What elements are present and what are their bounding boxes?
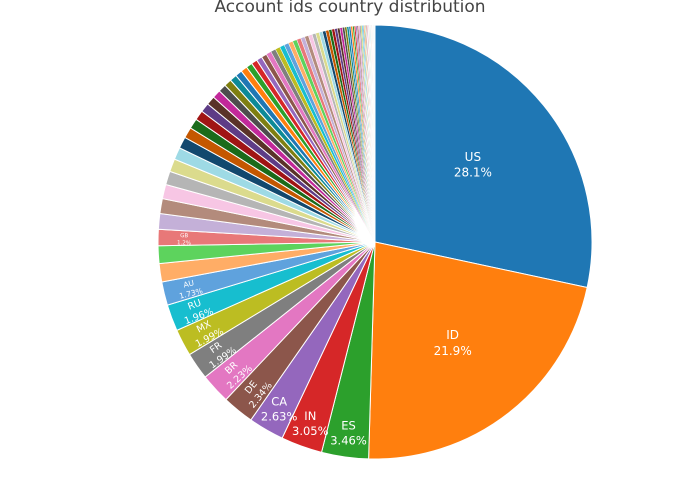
slice-label-name: ID <box>446 328 459 342</box>
slice-label-es: ES 3.46% <box>330 418 367 447</box>
pie-slices <box>157 24 593 460</box>
slice-label-name: CA <box>271 394 287 408</box>
slice-label-percent: 28.1% <box>454 166 492 180</box>
slice-label-in: IN 3.05% <box>292 409 329 438</box>
slice-label-id: ID 21.9% <box>434 328 472 358</box>
slice-label-percent: 3.46% <box>330 433 367 447</box>
slice-label-name: ES <box>341 418 356 432</box>
slice-label-name: US <box>465 150 481 164</box>
slice-label-name: GB <box>180 233 188 239</box>
slice-label-name: AU <box>182 278 194 289</box>
slice-label-name: IN <box>304 409 316 423</box>
slice-label-name: RU <box>186 298 203 313</box>
slice-label-ca: CA 2.63% <box>261 394 298 423</box>
pie-slice-id <box>368 241 588 460</box>
slice-label-gb: GB1.2% <box>177 233 191 246</box>
slice-label-percent: 21.9% <box>434 344 472 358</box>
chart-title: Account ids country distribution <box>214 0 486 17</box>
slice-label-percent: 2.63% <box>261 409 298 423</box>
slice-label-us: US 28.1% <box>454 150 492 180</box>
slice-label-percent: 3.05% <box>292 424 329 438</box>
pie-slice-us <box>374 24 593 289</box>
slice-label-percent: 1.2% <box>177 240 191 246</box>
